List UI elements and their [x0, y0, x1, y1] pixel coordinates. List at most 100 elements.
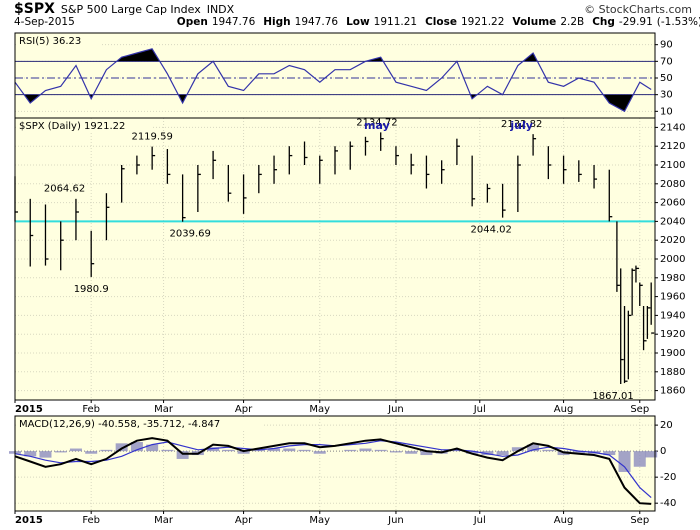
panel — [15, 416, 655, 511]
panel-legend: $SPX (Daily) 1921.22 — [19, 121, 125, 132]
y-tick-label: 0 — [660, 446, 666, 457]
x-tick-label: Sep — [630, 515, 649, 526]
legend-bg — [17, 120, 151, 132]
y-tick-label: 2100 — [660, 160, 685, 171]
quote-value: 1911.21 — [373, 16, 418, 28]
histogram-bar — [603, 451, 616, 456]
x-tick-label: 2015 — [15, 404, 43, 415]
price-annotation: 2119.59 — [131, 132, 172, 143]
histogram-bar — [298, 449, 311, 452]
x-tick-label: Aug — [554, 515, 574, 526]
index-name: S&P 500 Large Cap Index — [60, 3, 201, 16]
histogram-bar — [24, 451, 37, 457]
y-tick-label: 10 — [660, 106, 673, 117]
y-tick-label: 50 — [660, 73, 673, 84]
y-tick-label: 1920 — [660, 329, 685, 340]
x-tick-label: Sep — [630, 404, 649, 415]
panel-border — [14, 117, 656, 401]
quote-label: Volume — [512, 16, 557, 28]
histogram-bar — [85, 451, 98, 454]
y-tick-label: -40 — [660, 498, 676, 509]
histogram-bar — [130, 442, 143, 452]
legend-bg — [17, 418, 263, 430]
x-tick-label: Apr — [235, 404, 253, 415]
histogram-bar — [54, 451, 67, 453]
quote-label: High — [263, 16, 291, 28]
x-tick-label: Feb — [82, 515, 100, 526]
histogram-bar — [100, 449, 113, 452]
symbol: $SPX — [14, 1, 55, 17]
price-annotation: 2044.02 — [471, 225, 512, 236]
header: $SPX S&P 500 Large Cap Index INDX © Stoc… — [14, 1, 692, 17]
price-annotation: 2039.69 — [170, 229, 211, 240]
histogram-bar — [633, 451, 646, 467]
panel-legend: RSI(5) 36.23 — [19, 36, 81, 47]
histogram-bar — [344, 449, 357, 452]
quote-percent: (-1.53%) — [656, 16, 700, 28]
histogram-bar — [313, 451, 326, 454]
price-annotation: 2064.62 — [44, 183, 85, 194]
histogram-bar — [496, 451, 509, 456]
histogram-bar — [207, 447, 220, 452]
quote-value: 1921.22 — [460, 16, 505, 28]
y-tick-label: 2080 — [660, 179, 685, 190]
histogram-bar — [39, 451, 52, 458]
y-tick-label: 2140 — [660, 122, 685, 133]
y-tick-label: -20 — [660, 472, 676, 483]
histogram-bar — [511, 447, 524, 452]
panel — [15, 33, 655, 118]
macd-line — [14, 437, 652, 505]
rsi-above-fill — [15, 48, 652, 62]
quote-bar: 4-Sep-2015 Open 1947.76 High 1947.76 Low 1911… — [14, 16, 700, 28]
y-tick-label: 1900 — [660, 348, 685, 359]
histogram-bar — [527, 444, 540, 452]
histogram-bar — [466, 451, 479, 454]
quote-value: 1947.76 — [294, 16, 339, 28]
quote-value: -29.91 — [618, 16, 653, 28]
exchange: INDX — [206, 3, 235, 16]
histogram-bar — [572, 451, 585, 454]
histogram-bar — [252, 449, 265, 452]
histogram-bar — [146, 444, 159, 452]
price-annotation: 1867.01 — [592, 391, 633, 402]
quote-label: Open — [176, 16, 208, 28]
x-tick-label: Apr — [235, 515, 253, 526]
x-tick-label: Feb — [82, 404, 100, 415]
legend-bg — [17, 35, 102, 47]
y-tick-label: 2040 — [660, 216, 685, 227]
panel-border — [14, 415, 656, 512]
histogram-bar — [237, 451, 250, 454]
histogram-bar — [450, 449, 463, 452]
y-tick-label: 2020 — [660, 235, 685, 246]
y-tick-label: 20 — [660, 420, 673, 431]
y-tick-label: 2060 — [660, 198, 685, 209]
x-tick-label: Mar — [154, 404, 174, 415]
y-tick-label: 30 — [660, 90, 673, 101]
price-annotation: 2132.82 — [501, 119, 542, 130]
panel-legend: MACD(12,26,9) -40.558, -35.712, -4.847 — [19, 419, 220, 430]
x-tick-label: Jul — [473, 515, 486, 526]
x-tick-label: May — [309, 404, 330, 415]
x-tick-label: Jun — [387, 515, 404, 526]
histogram-bar — [359, 448, 372, 452]
price-annotation: 1980.9 — [74, 284, 109, 295]
x-tick-label: Mar — [154, 515, 174, 526]
source: © StockCharts.com — [584, 3, 692, 16]
date: 4-Sep-2015 — [14, 16, 75, 28]
histogram-bar — [268, 448, 281, 452]
y-tick-label: 2120 — [660, 141, 685, 152]
histogram-bar — [222, 449, 235, 452]
y-tick-label: 1880 — [660, 367, 685, 378]
histogram-bar — [161, 449, 174, 452]
quote-label: Low — [346, 16, 370, 28]
histogram-bar — [176, 451, 189, 459]
y-tick-label: 1940 — [660, 310, 685, 321]
x-tick-label: Aug — [554, 404, 574, 415]
y-tick-label: 2000 — [660, 254, 685, 265]
quote-label: Chg — [592, 16, 615, 28]
y-tick-label: 1860 — [660, 386, 685, 397]
quote-value: 2.2B — [560, 16, 585, 28]
histogram-bar — [69, 448, 82, 452]
